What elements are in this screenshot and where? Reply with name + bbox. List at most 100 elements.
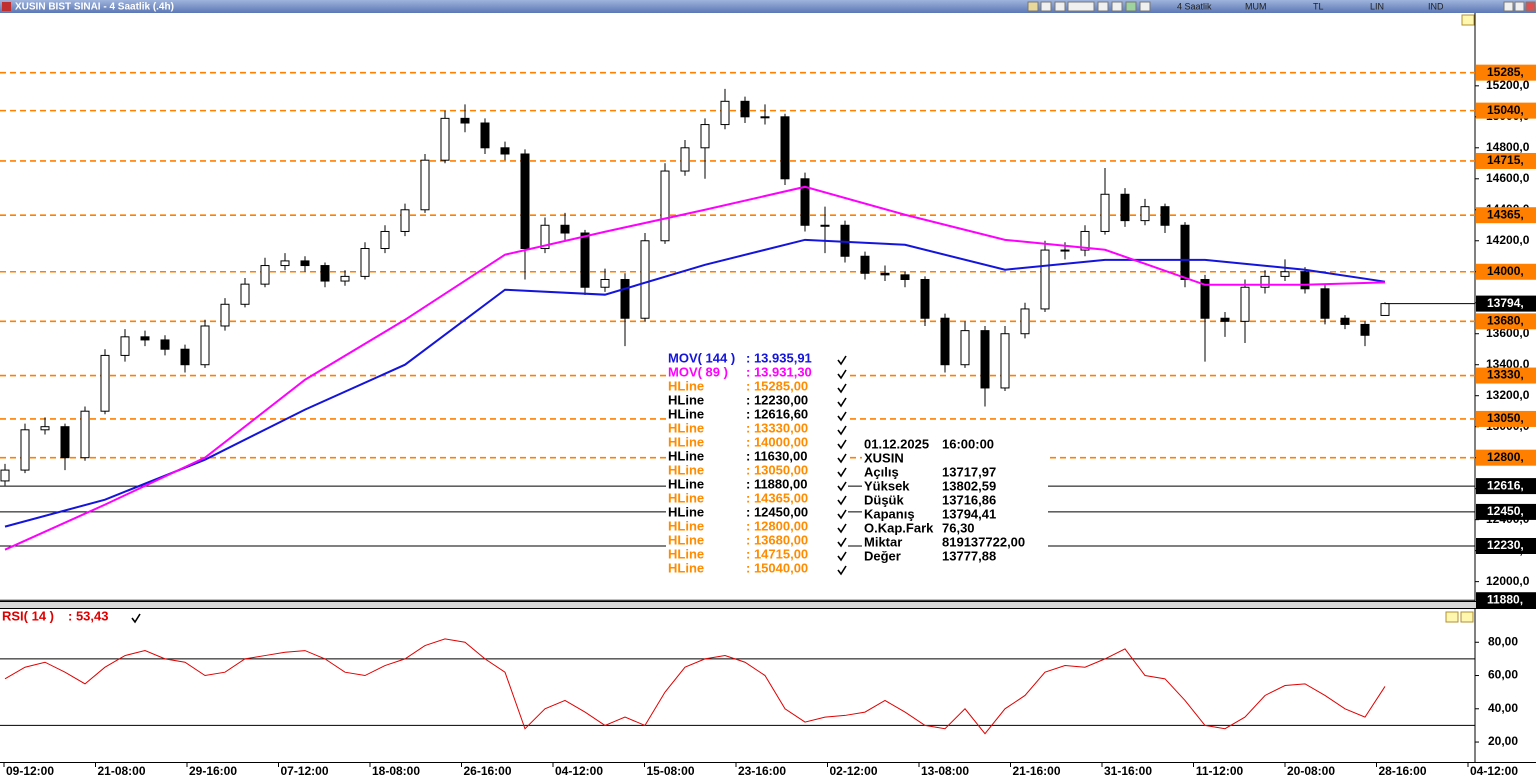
panel-button[interactable] <box>1461 14 1475 26</box>
x-tick-label: 18-08:00 <box>372 764 420 778</box>
candle-body <box>720 100 730 126</box>
candle-body <box>1220 317 1230 322</box>
panel-splitter[interactable] <box>0 602 1536 608</box>
hline-axis-label: 11880, <box>1487 592 1523 606</box>
legend-name: HLine <box>668 420 704 435</box>
y-tick-label: 13600,0 <box>1486 326 1530 340</box>
toolbar-icons <box>1027 1 1536 12</box>
hline-axis-box <box>1476 503 1536 520</box>
legend-check[interactable] <box>837 369 847 380</box>
candle-body <box>580 232 590 288</box>
legend-bg <box>666 478 848 492</box>
legend-check[interactable] <box>837 397 847 408</box>
legend-bg <box>666 464 848 478</box>
info-label: Açılış <box>864 464 899 479</box>
candle-body <box>220 303 230 327</box>
legend-check[interactable] <box>837 537 847 548</box>
hline-axis-label: 12230, <box>1487 538 1524 552</box>
legend-value: : 13330,00 <box>746 420 808 435</box>
info-label: O.Kap.Fark <box>864 520 934 535</box>
legend-bg <box>666 506 848 520</box>
legend-bg <box>666 380 848 394</box>
x-tick-label: 31-16:00 <box>1104 764 1152 778</box>
legend-value: : 11880,00 <box>746 476 807 491</box>
legend-value: : 13050,00 <box>746 462 808 477</box>
legend-bg <box>666 562 848 576</box>
candle-body <box>1380 303 1390 316</box>
candle-body <box>780 116 790 180</box>
info-value: 13802,59 <box>942 478 996 493</box>
price-plot <box>0 71 1475 601</box>
legend-bg <box>666 394 848 408</box>
x-tick-label: 28-16:00 <box>1378 764 1426 778</box>
candle-body <box>140 336 150 341</box>
legend-check[interactable] <box>131 613 141 624</box>
info-value: 13717,97 <box>942 464 996 479</box>
legend-check[interactable] <box>837 565 847 576</box>
legend-check[interactable] <box>837 467 847 478</box>
x-tick-label: 21-16:00 <box>1012 764 1060 778</box>
info-label: Değer <box>864 548 901 563</box>
legend-name: HLine <box>668 546 704 561</box>
y-tick-label: 14600,0 <box>1486 171 1530 185</box>
toolbar-item[interactable]: LIN <box>1370 1 1384 11</box>
candle-body <box>600 278 610 288</box>
info-label: Miktar <box>864 534 902 549</box>
legend-check[interactable] <box>837 495 847 506</box>
candle-body <box>0 469 10 482</box>
legend-check[interactable] <box>837 425 847 436</box>
x-tick-label: 07-12:00 <box>280 764 328 778</box>
candle-body <box>1280 271 1290 277</box>
legend-check[interactable] <box>837 523 847 534</box>
x-tick-label: 02-12:00 <box>829 764 877 778</box>
legend-bg <box>666 450 848 464</box>
panel-button[interactable] <box>1445 611 1459 623</box>
candle-body <box>760 116 770 119</box>
legend-check[interactable] <box>837 355 847 366</box>
candle-body <box>640 240 650 319</box>
legend-value: : 12616,60 <box>746 406 808 421</box>
legend-check[interactable] <box>837 411 847 422</box>
last-price-label: 13794, <box>1487 296 1524 310</box>
legend-name: HLine <box>668 504 704 519</box>
legend-value: : 12230,00 <box>746 392 808 407</box>
candle-body <box>1160 206 1170 226</box>
info-value: 13777,88 <box>942 548 996 563</box>
hline-axis-label: 12616, <box>1487 478 1524 492</box>
candle-body <box>680 147 690 172</box>
legend-check[interactable] <box>837 383 847 394</box>
toolbar-item[interactable]: IND <box>1428 1 1444 11</box>
x-tick-label: 09-12:00 <box>6 764 54 778</box>
info-date: 01.12.2025 <box>864 436 929 451</box>
x-tick-label: 04-12:00 <box>555 764 603 778</box>
x-tick-label: 26-16:00 <box>463 764 511 778</box>
candle-body <box>1180 224 1190 280</box>
x-tick-label: 04-12:00 <box>1470 764 1518 778</box>
last-price-box <box>1476 295 1536 312</box>
toolbar-item[interactable]: TL <box>1313 1 1324 11</box>
hline-axis-label: 14365, <box>1487 207 1524 221</box>
legend-check[interactable] <box>837 453 847 464</box>
legend-check[interactable] <box>837 509 847 520</box>
toolbar-item[interactable]: MUM <box>1245 1 1267 11</box>
hline-axis-box <box>1476 207 1536 224</box>
legend-name: HLine <box>668 406 704 421</box>
legend-check[interactable] <box>837 481 847 492</box>
legend-check[interactable] <box>837 439 847 450</box>
hline-axis-box <box>1476 537 1536 554</box>
hline-axis-box <box>1476 367 1536 384</box>
x-tick-label: 20-08:00 <box>1287 764 1335 778</box>
legend-bg <box>666 366 848 380</box>
panel-close[interactable] <box>1460 611 1474 623</box>
candle-body <box>360 248 370 277</box>
toolbar-item[interactable]: 4 Saatlik <box>1177 1 1212 11</box>
legend-value: : 15040,00 <box>746 560 808 575</box>
window-icon <box>2 2 11 11</box>
legend-check[interactable] <box>837 551 847 562</box>
candle-body <box>280 260 290 267</box>
candle-body <box>160 339 170 350</box>
candle-body <box>420 159 430 211</box>
info-bg <box>862 437 1048 565</box>
info-value: 13716,86 <box>942 492 996 507</box>
candle-body <box>60 426 70 459</box>
